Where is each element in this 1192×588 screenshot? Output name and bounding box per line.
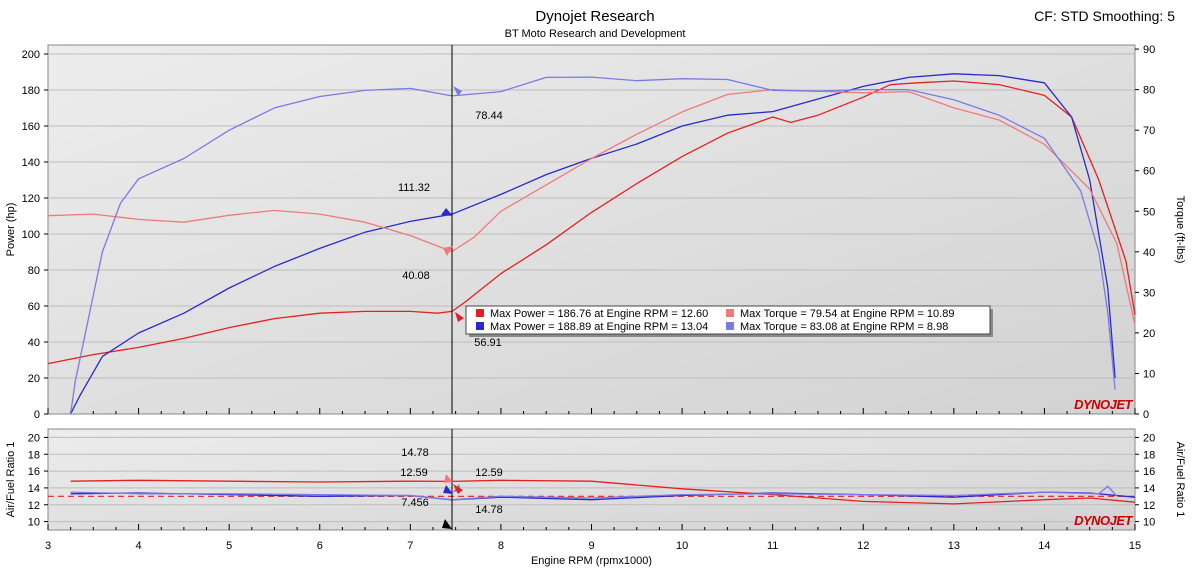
y-tick-label: 10 [28,517,40,529]
y2-tick-label: 40 [1143,247,1155,259]
y-tick-label: 180 [22,85,40,97]
y2-tick-label: 90 [1143,44,1155,56]
x-axis-label: Engine RPM (rpmx1000) [531,555,652,567]
plot-area [47,428,1136,531]
cursor-value-label: 12.59 [400,467,428,479]
cursor-marker [453,484,463,494]
y-tick-label: 12 [28,500,40,512]
y2-axis-label: Air/Fuel Ratio 1 [1174,442,1186,518]
x-tick-label: 11 [767,540,778,552]
y-tick-label: 100 [22,229,40,241]
cf-smoothing-label: CF: STD Smoothing: 5 [1034,8,1175,24]
cursor-value-label: 7.456 [401,497,429,509]
y2-tick-label: 20 [1143,432,1155,444]
y-tick-label: 18 [28,449,40,461]
x-tick-label: 14 [1038,540,1050,552]
dynojet-logo: DYNOJET [1074,397,1133,412]
cursor-marker [442,519,452,529]
y-tick-label: 40 [28,337,40,349]
x-tick-label: 5 [226,540,232,552]
series-line-1 [70,73,1116,415]
y2-tick-label: 12 [1143,500,1155,512]
y-tick-label: 200 [22,49,40,61]
y2-tick-label: 18 [1143,449,1155,461]
y2-axis-label: Torque (ft-lbs) [1174,196,1186,264]
y-tick-label: 80 [28,265,40,277]
legend-entry: Max Torque = 83.08 at Engine RPM = 8.98 [740,321,948,333]
x-tick-label: 3 [45,540,51,552]
cursor-marker [455,312,464,322]
plot-area [47,44,1136,415]
series-line-2 [47,88,1136,325]
cursor-value-label: 14.78 [401,447,429,459]
cursor-marker [444,474,453,483]
x-tick-label: 7 [407,540,413,552]
y-tick-label: 16 [28,466,40,478]
x-tick-label: 12 [857,540,869,552]
y2-tick-label: 70 [1143,125,1155,137]
cursor-value-label: 111.32 [398,182,430,194]
chart-subtitle: BT Moto Research and Development [505,28,686,40]
x-tick-label: 13 [948,540,960,552]
legend-swatch [726,322,734,330]
x-tick-label: 8 [498,540,504,552]
cursor-value-label: 40.08 [402,270,430,282]
y-tick-label: 20 [28,373,40,385]
x-tick-label: 15 [1129,540,1141,552]
dynojet-logo: DYNOJET [1074,513,1133,528]
y2-tick-label: 30 [1143,287,1155,299]
legend-swatch [476,309,484,317]
y2-tick-label: 16 [1143,466,1155,478]
power-torque-panel: 0 20 40 60 80 100 120 140 160 180 200 0 10 20 30 40 50 60… [5,44,1186,421]
y2-tick-label: 0 [1143,409,1149,421]
legend-entry: Max Torque = 79.54 at Engine RPM = 10.89 [740,308,954,320]
y-tick-label: 20 [28,432,40,444]
y2-tick-label: 80 [1143,85,1155,97]
legend-entry: Max Power = 188.89 at Engine RPM = 13.04 [490,321,708,333]
y2-tick-label: 20 [1143,328,1155,340]
cursor-value-label: 56.91 [474,337,502,349]
y-tick-label: 0 [34,409,40,421]
y-tick-label: 160 [22,121,40,133]
x-tick-label: 4 [136,540,142,552]
y-axis-label: Air/Fuel Ratio 1 [5,442,17,518]
x-tick-label: 6 [317,540,323,552]
y-tick-label: 14 [28,483,40,495]
y-axis-label: Power (hp) [5,203,17,257]
y2-tick-label: 50 [1143,206,1155,218]
chart-title: Dynojet Research [535,8,654,25]
y2-tick-label: 10 [1143,517,1155,529]
cursor-marker [453,86,462,96]
air-fuel-panel: 10 12 14 16 18 20 10 12 14 16 18 20 3 4 5 6 7 8 9 10 11 12 13 1… [5,428,1186,567]
y2-tick-label: 14 [1143,483,1155,495]
y2-tick-label: 10 [1143,368,1155,380]
y-tick-label: 140 [22,157,40,169]
legend-swatch [726,309,734,317]
legend-entry: Max Power = 186.76 at Engine RPM = 12.60 [490,308,708,320]
x-tick-label: 10 [676,540,688,552]
cursor-value-label: 14.78 [475,504,503,516]
series-line-0 [47,80,1136,365]
cursor-marker [443,485,453,494]
series-line-3 [69,76,1116,415]
cursor-value-label: 78.44 [475,110,503,122]
cursor-value-label: 12.59 [475,467,503,479]
x-tick-label: 9 [588,540,594,552]
y-tick-label: 120 [22,193,40,205]
cursor-marker [443,246,453,256]
legend-swatch [476,322,484,330]
y2-tick-label: 60 [1143,166,1155,178]
cursor-marker [441,208,453,216]
series-line-0 [70,479,1136,505]
y-tick-label: 60 [28,301,40,313]
series-line-2 [70,485,1118,501]
